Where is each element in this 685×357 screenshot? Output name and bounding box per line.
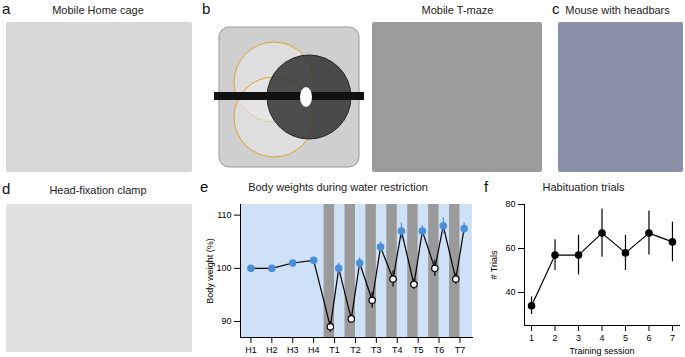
html-text:f: f	[484, 178, 489, 195]
svg-text:60: 60	[505, 243, 515, 253]
svg-text:5: 5	[623, 333, 628, 343]
html-text:Mobile Home cage: Mobile Home cage	[52, 4, 144, 16]
svg-text:110: 110	[217, 210, 231, 220]
svg-text:1: 1	[529, 333, 534, 343]
svg-text:T1: T1	[329, 345, 340, 355]
html-text:c Mouse with headbars: c Mouse with headbars	[552, 0, 670, 17]
html-text:d: d	[2, 180, 11, 197]
svg-text:T7: T7	[455, 345, 466, 355]
svg-text:40: 40	[505, 287, 515, 297]
svg-text:4: 4	[599, 333, 604, 343]
svg-text:Body weight (%): Body weight (%)	[205, 238, 215, 304]
svg-text:6: 6	[646, 333, 651, 343]
svg-text:T5: T5	[413, 345, 424, 355]
svg-text:T4: T4	[392, 345, 403, 355]
html-text:Mobile T-maze: Mobile T-maze	[421, 4, 494, 16]
html-text:e: e	[200, 178, 209, 195]
svg-text:Training session: Training session	[569, 346, 634, 356]
svg-text:100: 100	[216, 263, 231, 273]
html-text:Body weights during water rest: Body weights during water restriction	[248, 181, 428, 193]
html-text:Habituation trials: Habituation trials	[542, 181, 625, 193]
svg-text:# Trials: # Trials	[489, 250, 499, 280]
svg-text:7: 7	[670, 333, 675, 343]
svg-text:90: 90	[221, 316, 231, 326]
svg-text:3: 3	[576, 333, 581, 343]
svg-text:H3: H3	[287, 345, 299, 355]
svg-text:2: 2	[553, 333, 558, 343]
svg-text:H4: H4	[308, 345, 320, 355]
svg-text:T3: T3	[371, 345, 382, 355]
svg-text:H1: H1	[245, 345, 257, 355]
svg-text:H2: H2	[266, 345, 278, 355]
html-text:b: b	[202, 0, 211, 17]
svg-text:80: 80	[505, 199, 515, 209]
html-text:a: a	[2, 0, 11, 17]
svg-text:T6: T6	[434, 345, 445, 355]
svg-text:T2: T2	[350, 345, 361, 355]
html-text:Head-fixation clamp: Head-fixation clamp	[49, 184, 147, 196]
